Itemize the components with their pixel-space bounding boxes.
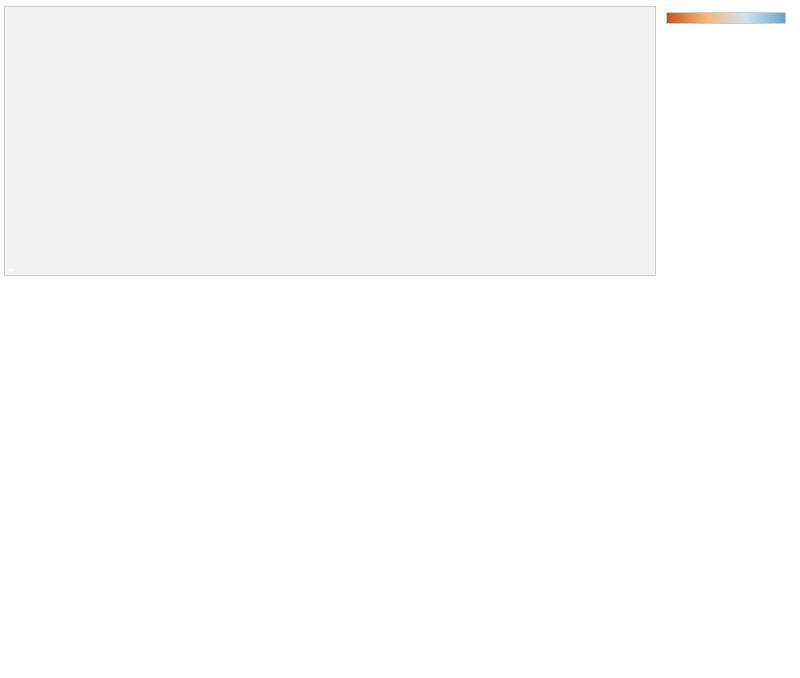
legend-gradient[interactable]: [666, 12, 786, 24]
profit-map[interactable]: [4, 6, 656, 276]
filters-panel: [660, 0, 800, 678]
region-header: [4, 290, 54, 320]
map-credit: [9, 269, 13, 271]
region-value: [4, 320, 54, 450]
sales-chart[interactable]: [4, 290, 656, 650]
